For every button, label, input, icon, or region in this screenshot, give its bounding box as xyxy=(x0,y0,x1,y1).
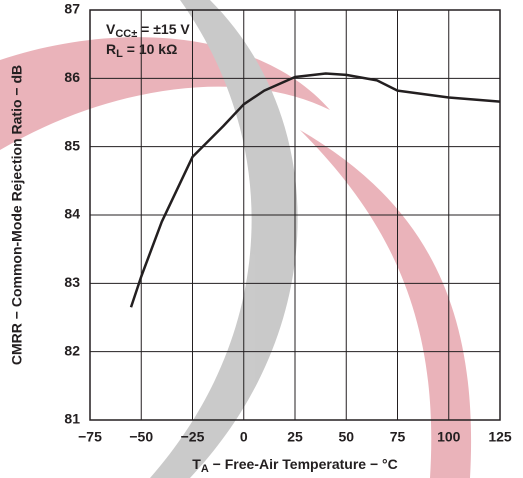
y-tick-label: 85 xyxy=(64,137,80,153)
x-tick-label: 0 xyxy=(240,429,248,445)
y-axis-label: CMRR − Common-Mode Rejection Ratio − dB xyxy=(9,65,25,365)
watermark-pink xyxy=(300,130,472,478)
y-tick-label: 83 xyxy=(64,274,80,290)
label-sub: A xyxy=(201,463,209,475)
x-tick-label: 125 xyxy=(488,429,512,445)
x-tick-label: 75 xyxy=(390,429,406,445)
annotation: VCC± = ±15 V xyxy=(106,21,190,40)
label-part: T xyxy=(192,456,201,472)
annotation-part: V xyxy=(106,21,116,37)
data-line xyxy=(129,72,501,308)
annotations: VCC± = ±15 V RL = 10 kΩ xyxy=(106,21,190,60)
annotation-part: = 10 kΩ xyxy=(123,41,177,57)
y-tick-label: 87 xyxy=(64,1,80,17)
x-tick-label: −25 xyxy=(181,429,205,445)
x-tick-label: 100 xyxy=(437,429,461,445)
label-part: − Free-Air Temperature − °C xyxy=(209,456,398,472)
annotation-sub: CC± xyxy=(115,28,137,40)
watermark-gray xyxy=(150,0,298,478)
annotation: RL = 10 kΩ xyxy=(106,41,177,60)
x-tick-label: −50 xyxy=(129,429,153,445)
y-tick-label: 82 xyxy=(64,342,80,358)
y-tick-label: 86 xyxy=(64,69,80,85)
y-tick-label: 81 xyxy=(64,411,80,427)
x-axis-label: TA − Free-Air Temperature − °C xyxy=(192,456,397,475)
x-tick-label: −75 xyxy=(78,429,102,445)
x-tick-label: 50 xyxy=(338,429,354,445)
annotation-part: = ±15 V xyxy=(137,21,190,37)
watermark xyxy=(0,0,472,478)
y-tick-label: 84 xyxy=(64,206,80,222)
x-tick-label: 25 xyxy=(287,429,303,445)
annotation-sub: L xyxy=(116,48,123,60)
annotation-part: R xyxy=(106,41,116,57)
